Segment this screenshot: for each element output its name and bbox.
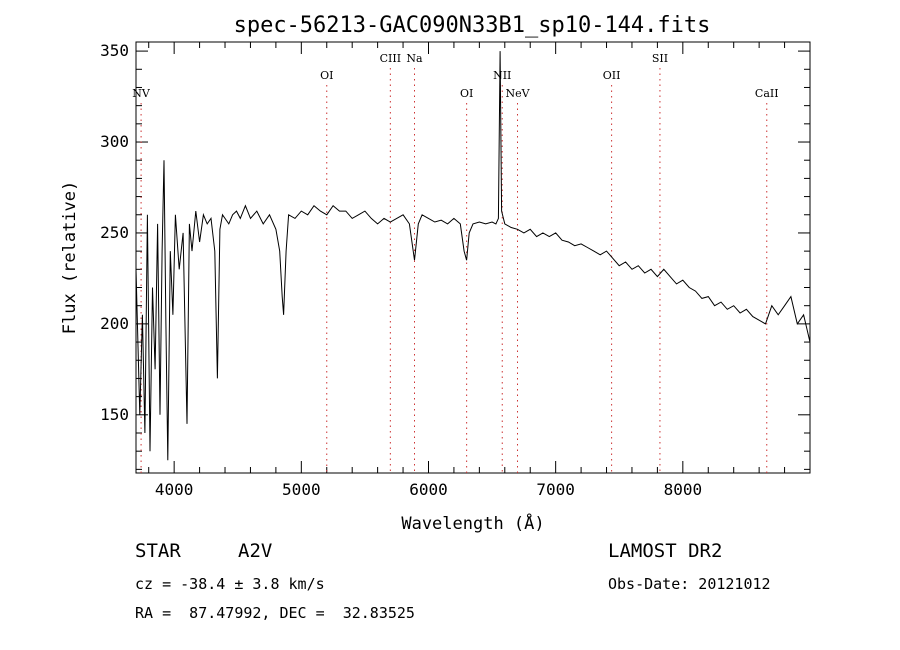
y-axis-label: Flux (relative) bbox=[60, 181, 80, 335]
spectral-line-label: CIII bbox=[380, 52, 401, 65]
spectral-line-label: OII bbox=[603, 69, 621, 82]
y-tick-label: 150 bbox=[100, 405, 129, 424]
spectral-line-label: NV bbox=[132, 87, 151, 100]
y-tick-label: 300 bbox=[100, 132, 129, 151]
spectral-line-label: NII bbox=[493, 69, 511, 82]
x-axis-label: Wavelength (Å) bbox=[401, 512, 544, 534]
redshift-cz: cz = -38.4 ± 3.8 km/s bbox=[135, 575, 325, 593]
x-tick-label: 4000 bbox=[155, 480, 194, 499]
spectral-line-label: OI bbox=[320, 69, 333, 82]
spectrum-line bbox=[135, 51, 811, 461]
observation-date: Obs-Date: 20121012 bbox=[608, 575, 771, 593]
x-tick-label: 8000 bbox=[664, 480, 703, 499]
x-tick-label: 6000 bbox=[409, 480, 448, 499]
y-tick-label: 200 bbox=[100, 314, 129, 333]
spectral-line-label: OI bbox=[460, 87, 473, 100]
spectral-line-label: Na bbox=[406, 52, 423, 65]
plot-frame bbox=[135, 41, 811, 474]
x-tick-label: 5000 bbox=[282, 480, 321, 499]
coordinates: RA = 87.47992, DEC = 32.83525 bbox=[135, 604, 415, 622]
survey-label: LAMOST DR2 bbox=[608, 540, 723, 562]
spectral-line-label: CaII bbox=[755, 87, 779, 100]
y-tick-label: 250 bbox=[100, 223, 129, 242]
object-subclass: A2V bbox=[238, 540, 273, 562]
chart-title: spec-56213-GAC090N33B1_sp10-144.fits bbox=[234, 13, 711, 38]
spectral-line-label: SII bbox=[652, 52, 668, 65]
y-tick-label: 350 bbox=[100, 41, 129, 60]
spectral-line-label: NeV bbox=[505, 87, 530, 100]
x-tick-label: 7000 bbox=[536, 480, 575, 499]
object-class: STAR bbox=[135, 540, 181, 562]
